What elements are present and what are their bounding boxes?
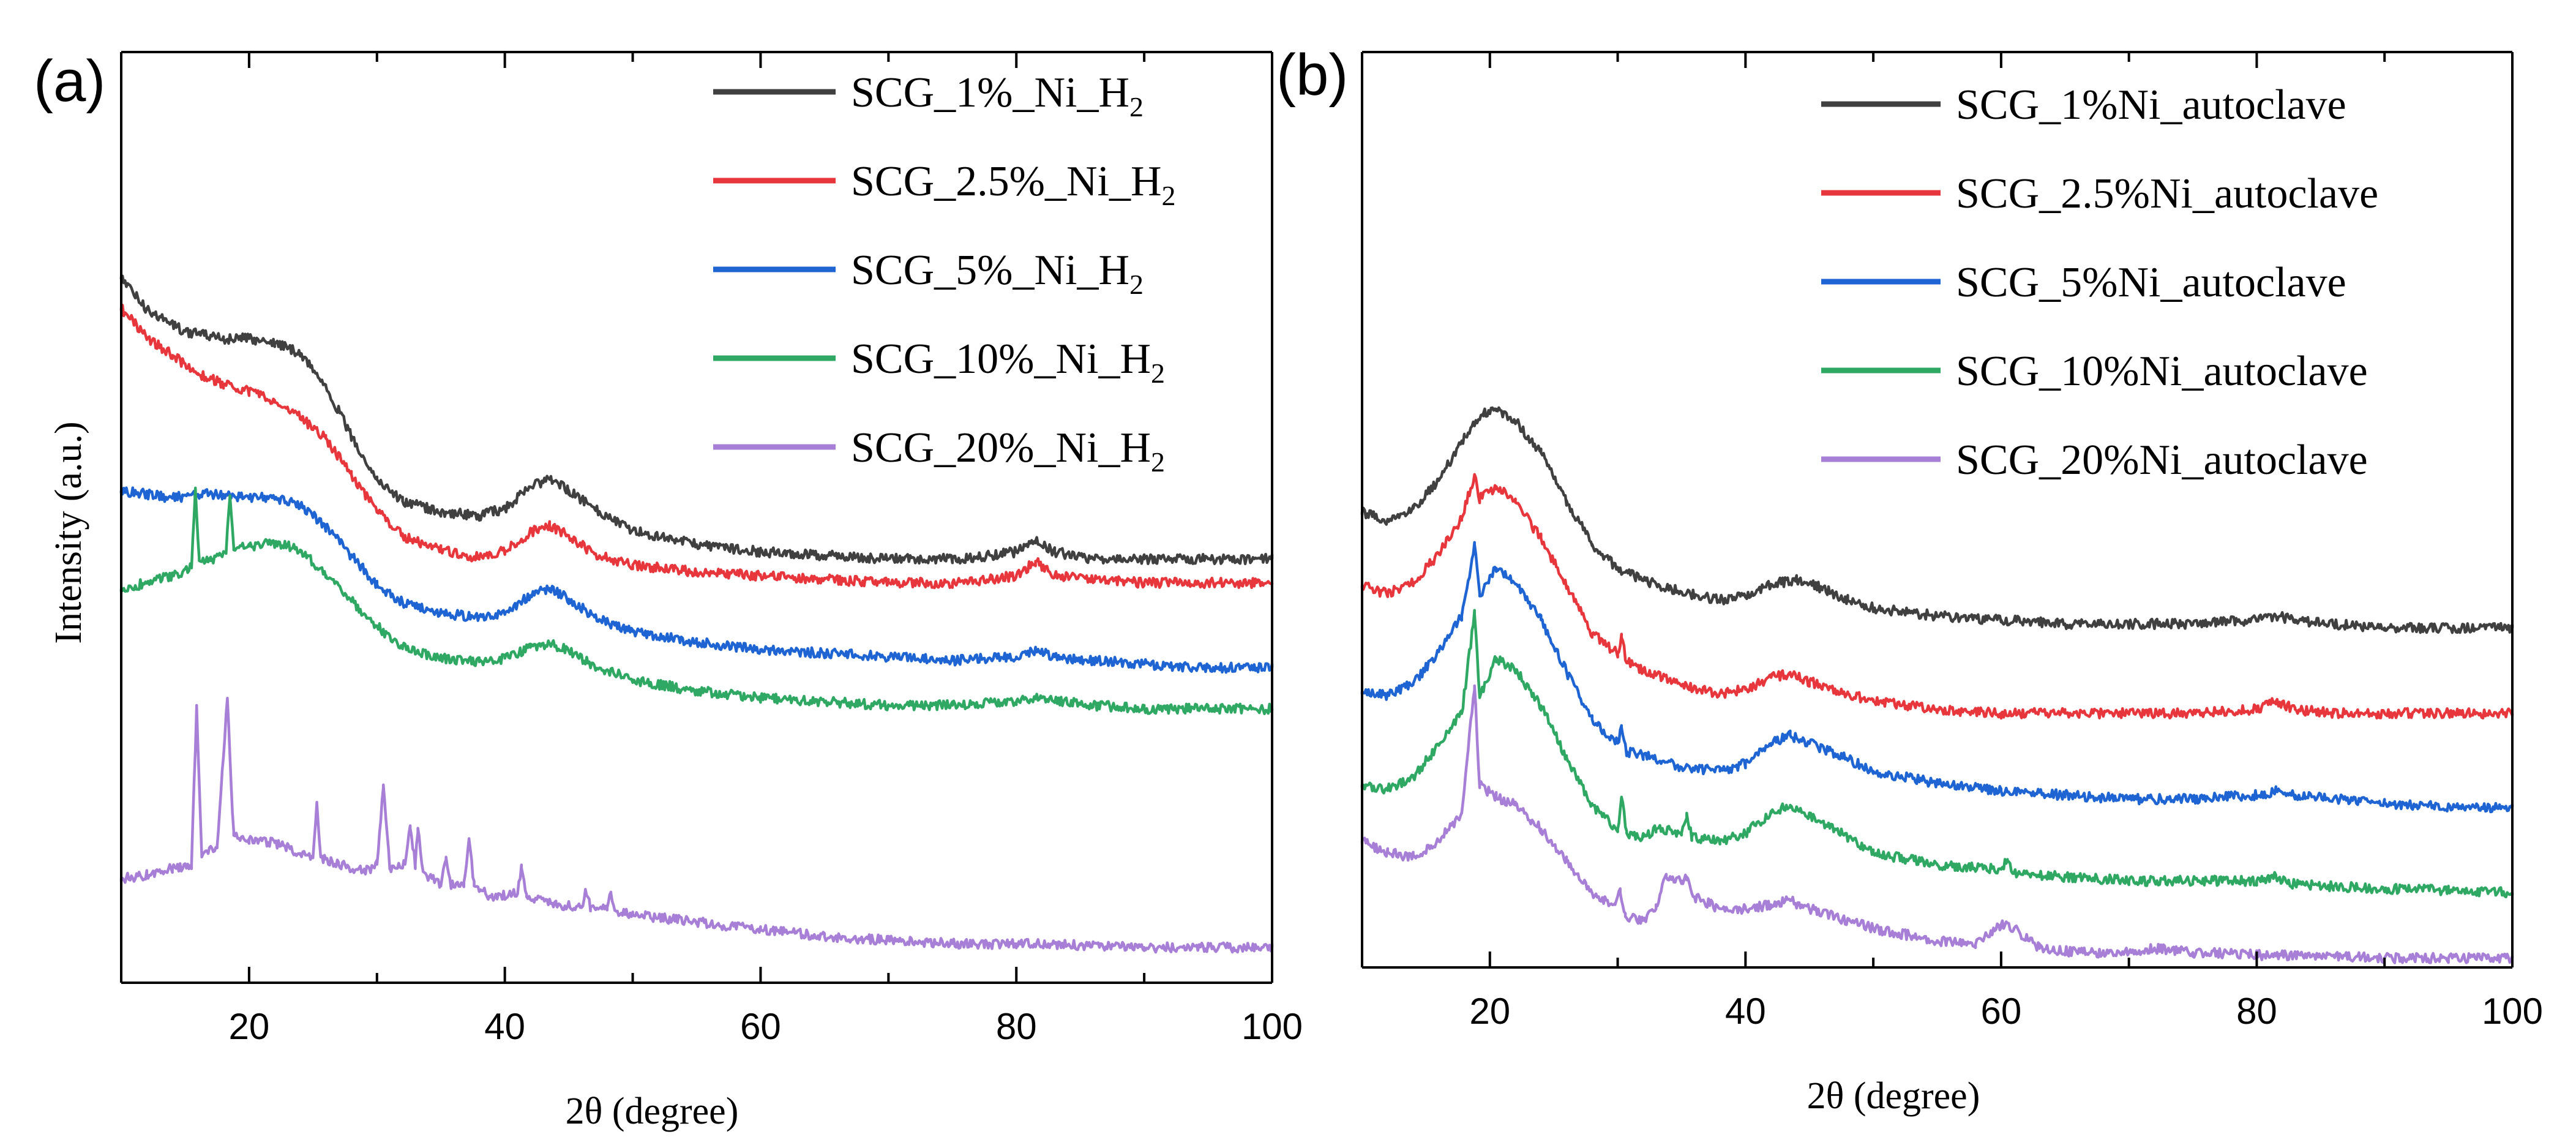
series-line-1 [119, 274, 1274, 566]
legend-subscript: 2 [1162, 180, 1176, 211]
series-line-5 [1360, 684, 2514, 964]
series-line-4 [119, 486, 1274, 715]
legend-label-1: SCG_1%_Ni_H2 [851, 69, 1144, 122]
legend-label-2: SCG_2.5%_Ni_H2 [851, 158, 1176, 211]
panel-b-x-tick-label: 20 [1469, 991, 1510, 1032]
legend-subscript: 2 [1129, 269, 1144, 300]
legend-label-1: SCG_1%Ni_autoclave [1956, 81, 2346, 129]
panel-b-label: (b) [1276, 42, 1348, 108]
panel-a-x-tick-label: 60 [740, 1006, 781, 1047]
panel-b-x-tick-label: 40 [1725, 991, 1766, 1032]
panel-b: (b) SCG_1%Ni_autoclave SCG_2.5%Ni_autocla… [1276, 42, 2543, 1117]
panel-b-x-tick-label: 100 [2482, 991, 2543, 1032]
legend-subscript: 2 [1151, 446, 1165, 478]
series-line-2 [1360, 473, 2514, 720]
panel-a-axes [120, 51, 1273, 984]
panel-b-axes [1361, 51, 2514, 969]
panel-a-label: (a) [34, 48, 105, 114]
legend-label-3: SCG_5%_Ni_H2 [851, 247, 1144, 300]
panel-a-y-axis-title: Intensity (a.u.) [48, 421, 89, 644]
series-line-4 [1360, 609, 2514, 899]
panel-b-x-tick-label: 60 [1981, 991, 2022, 1032]
series-line-2 [119, 304, 1274, 590]
panel-b-legend: SCG_1%Ni_autoclave SCG_2.5%Ni_autoclave SC… [1821, 81, 2378, 484]
panel-a: (a) SCG_1%_Ni_H2 SCG_2.5%_Ni_H2 SCG_5%_Ni_… [34, 48, 1303, 1132]
legend-label-4: SCG_10%_Ni_H2 [851, 336, 1165, 389]
legend-label-4: SCG_10%Ni_autoclave [1956, 348, 2368, 395]
legend-subscript: 2 [1151, 358, 1165, 389]
panel-a-series-group [119, 274, 1274, 954]
panel-a-legend: SCG_1%_Ni_H2 SCG_2.5%_Ni_H2 SCG_5%_Ni_H2 SC… [713, 69, 1176, 478]
legend-label-3: SCG_5%Ni_autoclave [1956, 259, 2346, 306]
series-line-5 [119, 696, 1274, 954]
legend-subscript: 2 [1129, 91, 1144, 122]
panel-a-x-tick-label: 20 [229, 1006, 270, 1047]
legend-label-5: SCG_20%_Ni_H2 [851, 424, 1165, 478]
panel-b-series-group [1360, 406, 2514, 964]
series-line-3 [119, 486, 1274, 674]
panel-a-x-tick-label: 80 [996, 1006, 1037, 1047]
panel-b-x-tick-label: 80 [2236, 991, 2277, 1032]
panel-a-x-tick-label: 100 [1241, 1006, 1303, 1047]
panel-a-x-axis-title: 2θ (degree) [566, 1091, 739, 1132]
panel-b-x-axis-title: 2θ (degree) [1807, 1075, 1980, 1117]
panel-a-x-tick-label: 40 [484, 1006, 525, 1047]
series-line-3 [1360, 541, 2514, 814]
legend-label-2: SCG_2.5%Ni_autoclave [1956, 170, 2378, 217]
legend-label-5: SCG_20%Ni_autoclave [1956, 437, 2368, 484]
series-line-1 [1360, 406, 2514, 634]
